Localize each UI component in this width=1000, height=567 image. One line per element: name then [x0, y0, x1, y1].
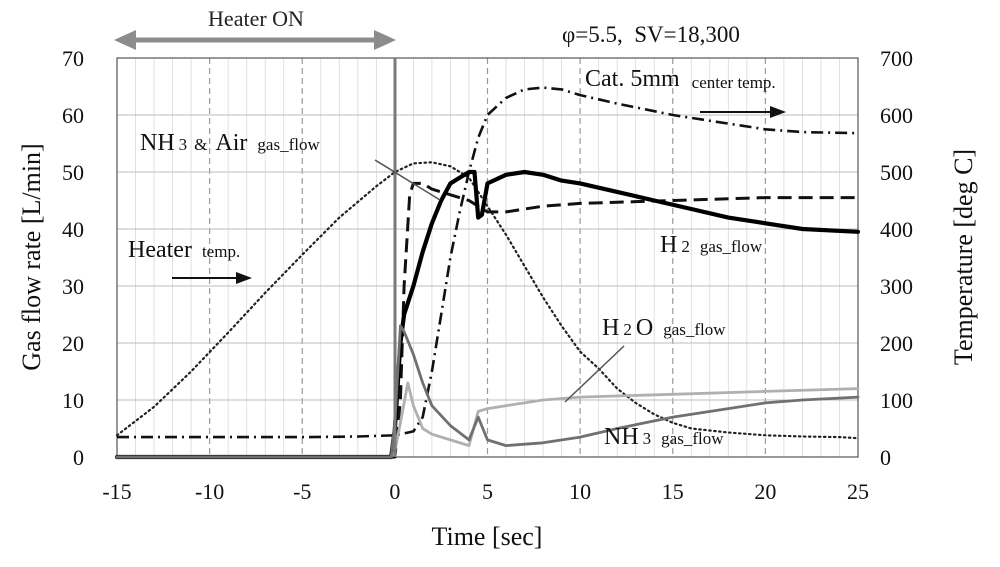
y-right-tick-label: 700	[880, 46, 913, 71]
x-axis-label: Time [sec]	[432, 522, 543, 551]
x-tick-label: 25	[847, 479, 869, 504]
y-left-tick-label: 10	[62, 388, 84, 413]
nh3-air-pointer	[374, 159, 441, 201]
nh3-sub: gas_flow	[661, 429, 724, 448]
x-tick-label: 20	[754, 479, 776, 504]
h2o-subnum: 2	[623, 320, 632, 339]
series-heater-temp	[115, 161, 860, 440]
y-left-tick-label: 20	[62, 331, 84, 356]
y-right-tick-label: 500	[880, 160, 913, 185]
heater-on-arrow	[114, 30, 396, 50]
condition-label: φ=5.5, SV=18,300	[562, 22, 740, 47]
plot-frame	[116, 57, 859, 458]
y-left-tick-label: 0	[73, 445, 84, 470]
series-layer	[114, 86, 861, 460]
y-right-tick-label: 200	[880, 331, 913, 356]
series-h2-gas-flow	[114, 169, 861, 460]
nh3-air-main2: Air	[215, 130, 247, 156]
y-left-tick-label: 60	[62, 103, 84, 128]
x-tick-label: 10	[569, 479, 591, 504]
y-left-tick-label: 40	[62, 217, 84, 242]
y-right-tick-label: 400	[880, 217, 913, 242]
h2o-pointer	[564, 345, 625, 403]
heater-on-label: Heater ON	[208, 6, 304, 31]
x-tick-label: -15	[102, 479, 131, 504]
nh3-air-subnum: 3	[179, 135, 188, 154]
series-h2o-gas-flow	[115, 381, 860, 459]
y-left-tick-label: 30	[62, 274, 84, 299]
h2o-main2: O	[636, 315, 653, 341]
x-tick-label: 15	[662, 479, 684, 504]
series-nh3-air-gas-flow	[117, 181, 858, 459]
cat-temp-sub: center temp.	[692, 73, 776, 92]
y-axis-left-label: Gas flow rate [L/min]	[17, 143, 46, 370]
cat-temp-main: Cat. 5mm	[585, 66, 680, 92]
y-axis-right-label: Temperature [deg C]	[949, 149, 978, 365]
nh3-air-main: NH	[140, 130, 175, 156]
nh3-air-amp: &	[194, 135, 207, 154]
y-right-tick-label: 600	[880, 103, 913, 128]
nh3-air-sub: gas_flow	[257, 135, 320, 154]
x-tick-label: -5	[293, 479, 311, 504]
x-tick-label: 5	[482, 479, 493, 504]
nh3-main: NH	[604, 424, 639, 450]
x-tick-label: -10	[195, 479, 224, 504]
series-cat-5mm-center-temp	[117, 86, 859, 439]
h2o-main: H	[602, 315, 619, 341]
cat-temp-arrow	[700, 106, 786, 118]
y-right-tick-label: 100	[880, 388, 913, 413]
h2-subnum: 2	[681, 237, 690, 256]
heater-temp-label: Heater temp.	[128, 237, 240, 263]
ticks: -15 -10 -5 0 5 10 15 20 250102030405060700100200…	[62, 46, 913, 504]
h2-label: H 2 gas_flow	[660, 232, 763, 258]
heater-temp-arrow	[172, 272, 252, 284]
x-tick-label: 0	[389, 479, 400, 504]
y-left-tick-label: 70	[62, 46, 84, 71]
y-right-tick-label: 0	[880, 445, 891, 470]
series-nh3-gas-flow	[115, 324, 860, 459]
cat-temp-label: Cat. 5mm center temp.	[585, 66, 776, 92]
nh3-label: NH 3 gas_flow	[604, 424, 724, 450]
h2-main: H	[660, 232, 677, 258]
y-left-tick-label: 50	[62, 160, 84, 185]
h2o-sub: gas_flow	[663, 320, 726, 339]
y-right-tick-label: 300	[880, 274, 913, 299]
nh3-subnum: 3	[643, 429, 652, 448]
h2o-label: H 2 O gas_flow	[602, 315, 726, 341]
h2-sub: gas_flow	[700, 237, 763, 256]
nh3-air-label: NH 3 & Air gas_flow	[140, 130, 320, 156]
heater-temp-main: Heater	[128, 237, 192, 263]
heater-temp-sub: temp.	[202, 242, 240, 261]
